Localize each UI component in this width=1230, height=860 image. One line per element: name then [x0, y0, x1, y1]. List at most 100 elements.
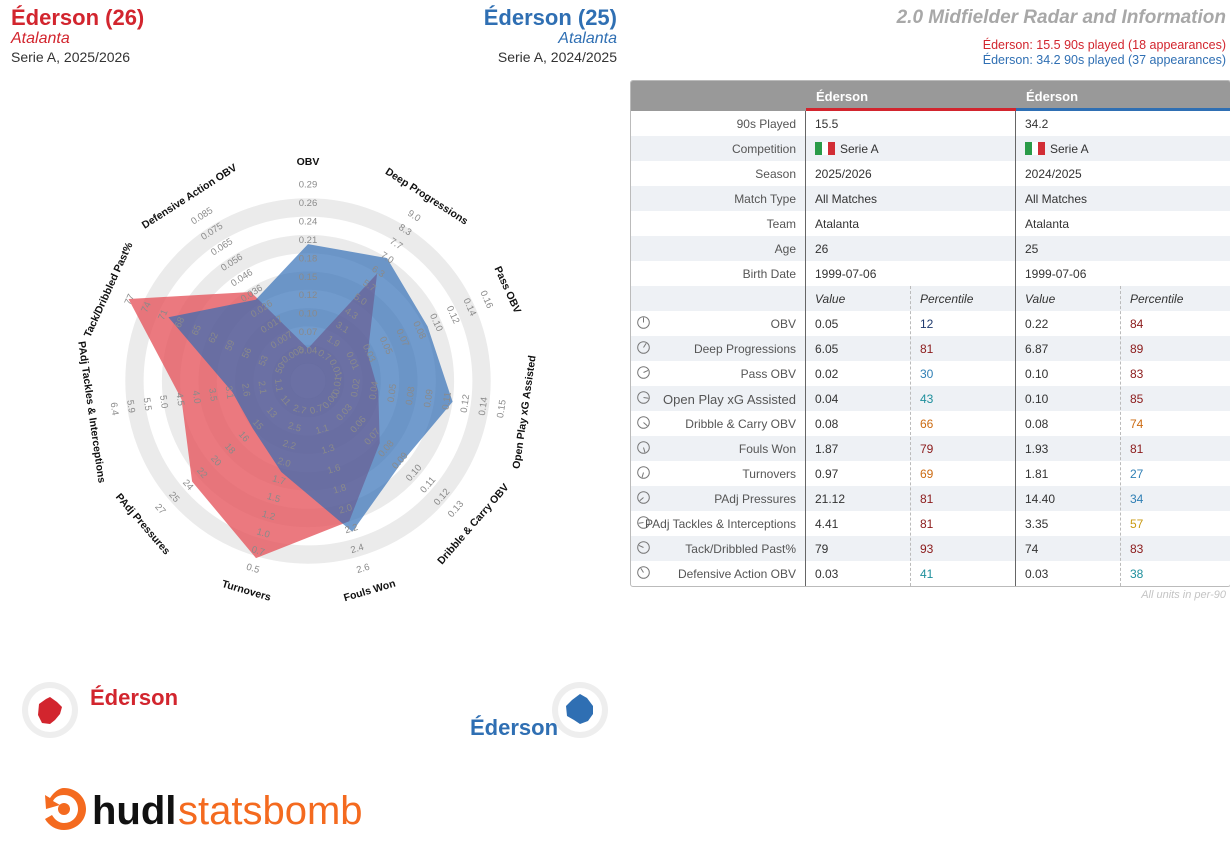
info-table: Éderson Éderson 90s Played 15.5 34.2 Com… [630, 80, 1230, 587]
stat-percentile-left: 81 [920, 492, 934, 506]
minutes-red: Éderson: 15.5 90s played (18 appearances… [982, 38, 1226, 52]
statsbomb-logo-icon: hudl statsbomb [45, 788, 363, 833]
stat-label: Open Play xG Assisted [663, 392, 796, 407]
radar-tick-label: 2.7 [292, 403, 308, 417]
stat-row: Deep Progressions 6.05 81 6.87 89 [631, 336, 1230, 361]
info-label: Match Type [734, 192, 796, 206]
stat-value-right: 0.10 [1025, 392, 1049, 406]
radar-tick-label: 0.13 [446, 499, 466, 520]
radar-tick-label: 2.6 [239, 383, 252, 398]
radar-tick-label: 0.26 [299, 198, 318, 209]
stat-label: Deep Progressions [693, 342, 796, 356]
stat-percentile-left: 81 [920, 342, 934, 356]
radar-tick-label: 62 [207, 331, 221, 345]
info-left: Atalanta [815, 217, 860, 231]
stat-value-right: 74 [1025, 542, 1039, 556]
radar-tick-label: 1.6 [326, 462, 342, 476]
stat-value-right: 0.22 [1025, 317, 1049, 331]
info-row: Competition Serie A Serie A [631, 136, 1230, 161]
info-left: 1999-07-06 [815, 267, 877, 281]
info-right: 1999-07-06 [1025, 267, 1087, 281]
radar-tick-label: 5.5 [141, 397, 154, 412]
info-left: 2025/2026 [815, 167, 872, 181]
radar-tick-label: 0.10 [299, 309, 318, 320]
stat-value-right: 14.40 [1025, 492, 1056, 506]
radar-tick-label: 9.0 [405, 208, 422, 224]
radar-tick-label: 0.24 [299, 217, 318, 228]
stat-percentile-left: 12 [920, 317, 934, 331]
sub-percentile-right: Percentile [1130, 292, 1184, 306]
radar-tick-label: 50 [274, 361, 288, 375]
stat-label: Fouls Won [738, 442, 796, 456]
table-header: Éderson Éderson [631, 81, 1230, 111]
info-left: All Matches [815, 192, 878, 206]
sub-value-left: Value [815, 292, 846, 306]
stat-value-right: 1.93 [1025, 442, 1049, 456]
radar-tick-label: 0.7 [309, 403, 325, 417]
sub-percentile-left: Percentile [920, 292, 974, 306]
stat-percentile-right: 38 [1130, 567, 1144, 581]
radar-axis-label: OBV [297, 156, 320, 168]
legend-blue-name: Éderson [470, 715, 559, 740]
stat-value-right: 3.35 [1025, 517, 1049, 531]
stat-value-left: 1.87 [815, 442, 839, 456]
radar-axis-label: Tack/Dribbled Past% [82, 240, 136, 339]
radar-tick-label: 0.085 [189, 205, 215, 227]
radar-tick-label: 74 [139, 300, 153, 314]
stat-percentile-left: 79 [920, 442, 934, 456]
radar-tick-label: 1.2 [261, 509, 277, 523]
stat-label: Defensive Action OBV [677, 567, 796, 581]
sub-value-right: Value [1025, 292, 1056, 306]
radar-tick-label: 1.0 [255, 526, 271, 540]
logo-text-bold: hudl [92, 789, 176, 833]
stat-row: Open Play xG Assisted 0.04 43 0.10 85 [631, 386, 1230, 411]
radar-tick-label: 0.04 [299, 346, 318, 357]
radar-tick-label: 0.12 [299, 290, 318, 301]
stat-percentile-left: 66 [920, 417, 934, 431]
table-body: 90s Played 15.5 34.2 Competition Serie A… [631, 111, 1230, 586]
stat-percentile-right: 27 [1130, 467, 1144, 481]
radar-tick-label: 0.15 [495, 399, 509, 419]
stat-value-right: 0.10 [1025, 367, 1049, 381]
radar-tick-label: 0.02 [349, 378, 363, 398]
info-row: Match Type All Matches All Matches [631, 186, 1230, 211]
report-title: 2.0 Midfielder Radar and Information [896, 7, 1226, 28]
stat-percentile-right: 83 [1130, 542, 1144, 556]
radar-tick-label: 0.12 [459, 394, 473, 414]
radar-tick-label: 53 [257, 354, 271, 368]
stat-row: Tack/Dribbled Past% 79 93 74 83 [631, 536, 1230, 561]
stat-dial-icon [637, 516, 650, 529]
stat-label: Dribble & Carry OBV [685, 417, 796, 431]
radar-tick-label: 1.7 [271, 473, 287, 487]
header-blue-bar [1016, 108, 1230, 111]
table-header-right: Éderson [1026, 89, 1079, 104]
stat-label: OBV [770, 317, 796, 331]
radar-axis-label: Deep Progressions [383, 166, 470, 228]
radar-tick-label: 1.1 [314, 423, 330, 437]
stat-label: Turnovers [742, 467, 796, 481]
info-label: Season [755, 167, 796, 181]
radar-tick-label: 6.4 [108, 402, 121, 417]
stat-percentile-left: 30 [920, 367, 934, 381]
radar-ring [125, 198, 491, 564]
radar-tick-label: 0.04 [367, 381, 381, 401]
left-player-season: Serie A, 2025/2026 [11, 49, 131, 65]
stat-label: PAdj Tackles & Interceptions [645, 517, 796, 531]
radar-tick-label: 2.6 [355, 562, 371, 576]
radar-axis-label: PAdj Pressures [113, 491, 172, 557]
radar-tick-label: 1.8 [332, 482, 348, 496]
radar-series-blue [168, 244, 453, 532]
header-red-bar [806, 108, 1016, 111]
stat-percentile-right: 89 [1130, 342, 1144, 356]
dash-right [1120, 286, 1121, 586]
stat-percentile-left: 43 [920, 392, 934, 406]
radar-tick-label: 27 [152, 502, 167, 517]
radar-axis-label: Open Play xG Assisted [510, 355, 538, 470]
info-right: Atalanta [1025, 217, 1070, 231]
italy-flag-icon [815, 142, 835, 155]
stat-value-left: 0.08 [815, 417, 839, 431]
info-right: All Matches [1025, 192, 1088, 206]
stat-percentile-right: 74 [1130, 417, 1144, 431]
radar-tick-label: 2.1 [255, 380, 268, 395]
legend-blue-badge [552, 682, 608, 738]
